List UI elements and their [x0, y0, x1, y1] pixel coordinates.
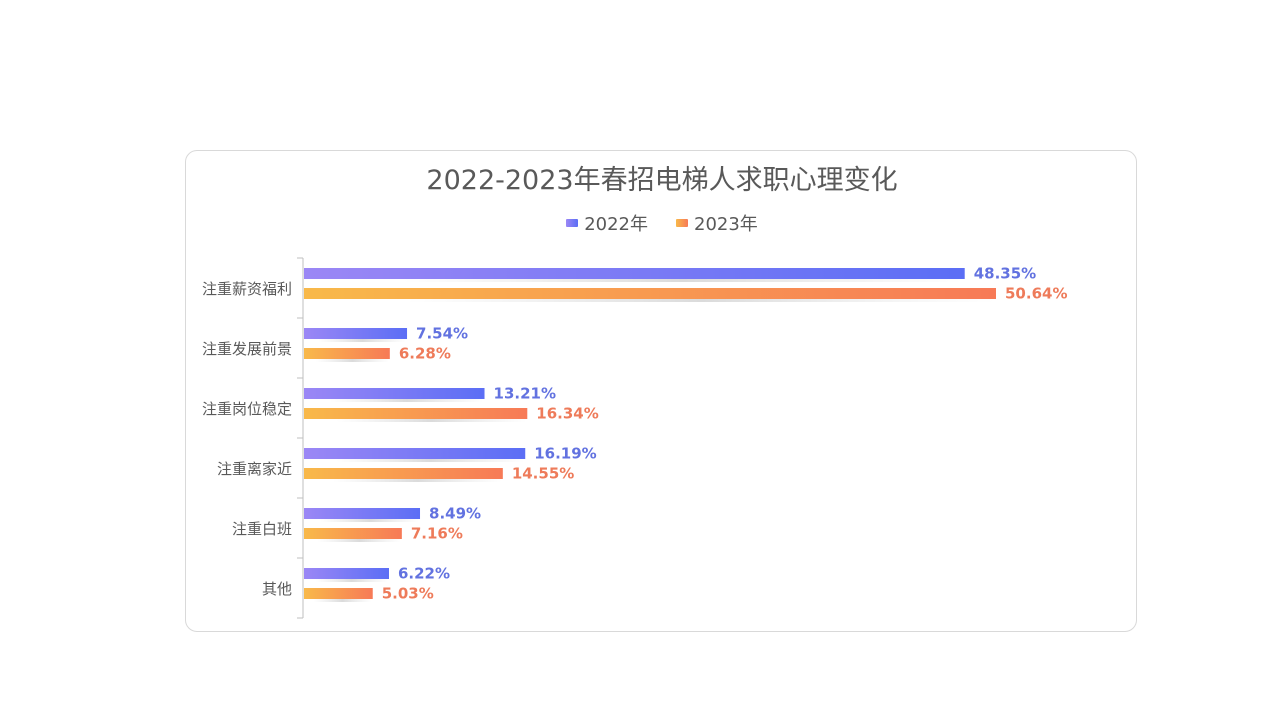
- bar-shadow: [332, 478, 502, 482]
- data-label: 14.55%: [512, 465, 574, 483]
- bar-2023[interactable]: [304, 528, 402, 539]
- data-label: 6.22%: [398, 565, 450, 583]
- data-label: 13.21%: [494, 385, 556, 403]
- bar-shadow: [402, 278, 964, 282]
- data-label: 8.49%: [429, 505, 481, 523]
- bar-2023[interactable]: [304, 468, 503, 479]
- bar-2022[interactable]: [304, 388, 485, 399]
- bar-shadow: [336, 418, 527, 422]
- legend-label-2023: 2023年: [694, 214, 758, 235]
- bar-2023[interactable]: [304, 408, 528, 419]
- bar-shadow: [320, 518, 420, 522]
- bar-shadow: [315, 578, 388, 582]
- bar-2023[interactable]: [304, 588, 373, 599]
- chart-legend: 2022年 2023年: [22, 210, 1280, 236]
- bar-2023[interactable]: [304, 288, 996, 299]
- bar-2023[interactable]: [304, 348, 390, 359]
- category-label: 注重发展前景: [202, 340, 292, 358]
- legend-label-2022: 2022年: [584, 214, 648, 235]
- data-label: 48.35%: [974, 265, 1036, 283]
- legend-item-2022[interactable]: 2022年: [566, 210, 648, 236]
- bar-2022[interactable]: [304, 448, 526, 459]
- data-label: 6.28%: [399, 345, 451, 363]
- legend-swatch-2022: [566, 219, 579, 227]
- chart-title: 2022-2023年春招电梯人求职心理变化: [426, 165, 898, 196]
- data-label: 16.19%: [534, 445, 596, 463]
- category-label: 注重白班: [232, 520, 292, 538]
- category-label: 注重薪资福利: [202, 280, 292, 298]
- category-label: 注重岗位稳定: [202, 400, 292, 418]
- bar-shadow: [318, 338, 407, 342]
- bar-shadow: [330, 398, 484, 402]
- bar-shadow: [315, 358, 389, 362]
- bar-2022[interactable]: [304, 568, 389, 579]
- data-label: 5.03%: [382, 585, 434, 603]
- bar-shadow: [313, 598, 372, 602]
- data-label: 16.34%: [536, 405, 598, 423]
- bar-2022[interactable]: [304, 328, 408, 339]
- bar-shadow: [336, 458, 525, 462]
- data-label: 7.54%: [416, 325, 468, 343]
- bar-2022[interactable]: [304, 268, 965, 279]
- data-label: 50.64%: [1005, 285, 1067, 303]
- category-label: 注重离家近: [217, 460, 292, 478]
- category-label: 其他: [262, 580, 292, 598]
- bar-2022[interactable]: [304, 508, 421, 519]
- legend-swatch-2023: [676, 219, 688, 227]
- bar-shadow: [406, 298, 995, 302]
- bar-shadow: [317, 538, 401, 542]
- legend-item-2023[interactable]: 2023年: [676, 210, 758, 236]
- data-label: 7.16%: [411, 525, 463, 543]
